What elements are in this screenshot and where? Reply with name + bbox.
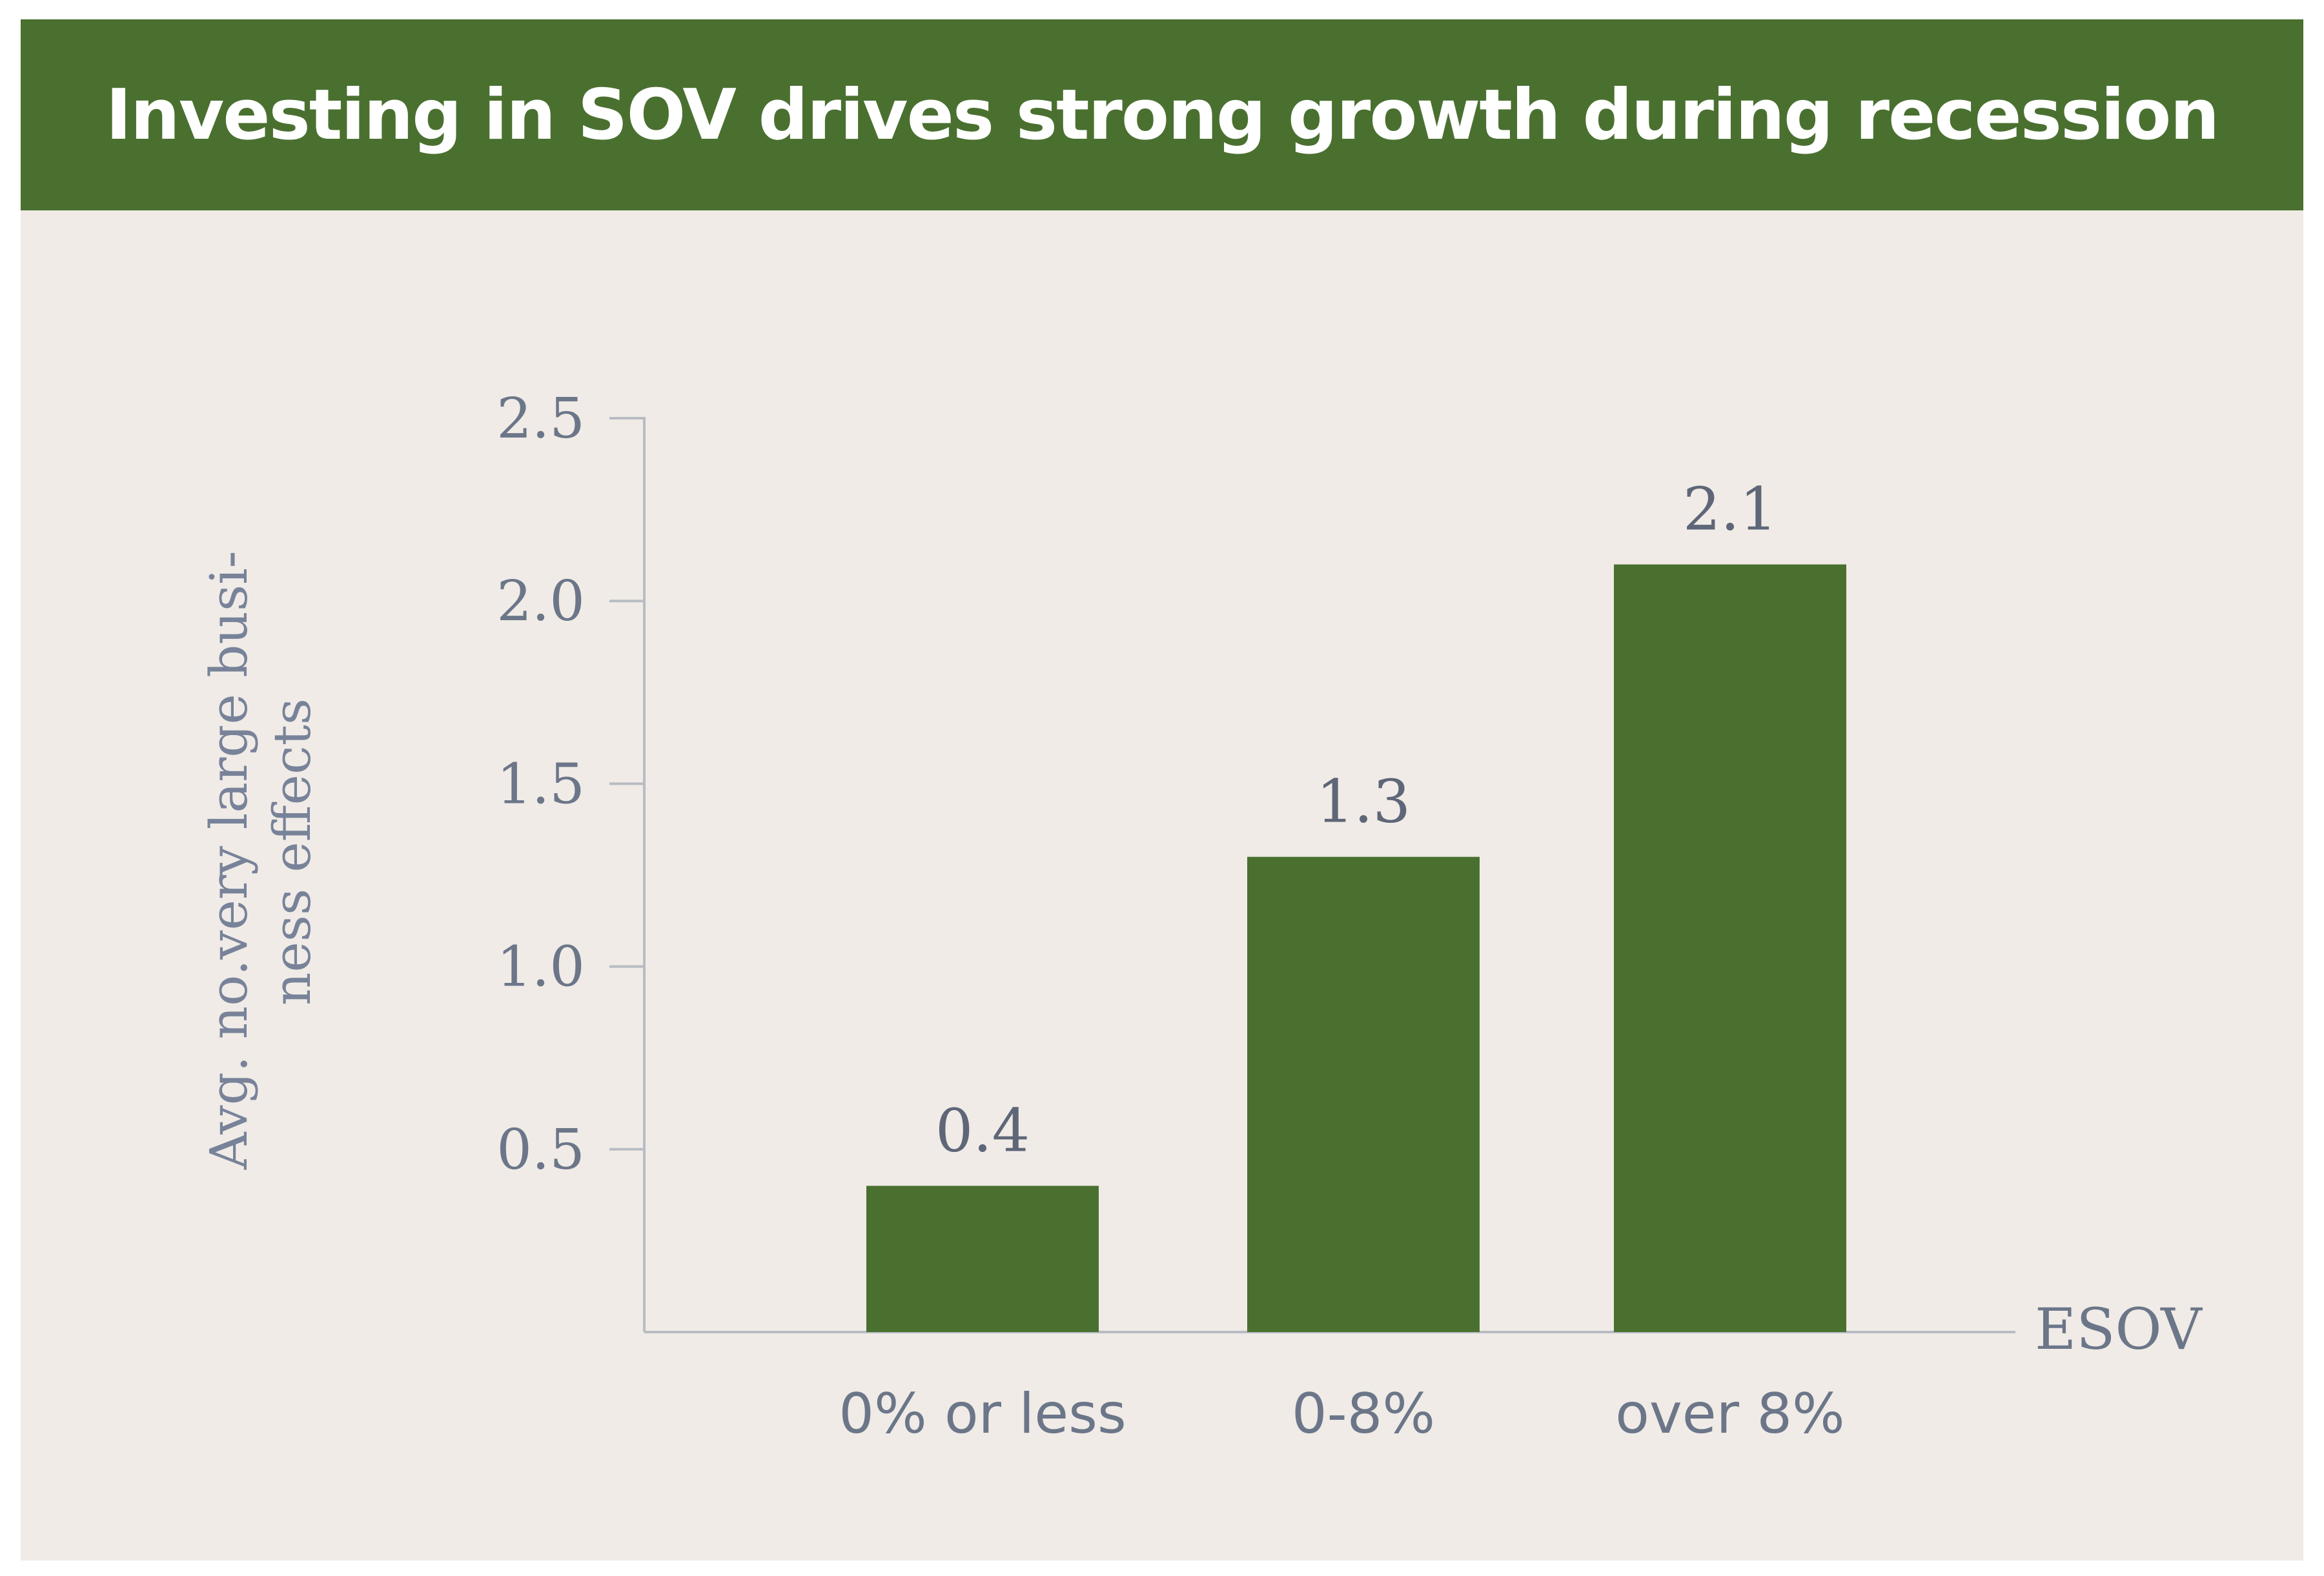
labels: 0.4 0% or less 1.3 0-8% 2.1 over 8%: [839, 475, 1845, 1446]
category-label: 0% or less: [839, 1382, 1126, 1446]
chart-panel: Investing in SOV drives strong growth du…: [21, 19, 2303, 1561]
y-tick-label: 0.5: [496, 1118, 585, 1182]
bar-value-label: 0.4: [935, 1096, 1030, 1165]
category-label: over 8%: [1615, 1382, 1845, 1446]
y-axis-title-line-1: Avg. no.very large busi-: [199, 551, 259, 1170]
y-axis: 0.5 1.0 1.5 2.0 2.5: [496, 387, 646, 1332]
chart-title: Investing in SOV drives strong growth du…: [105, 74, 2219, 156]
y-axis-title-line-2: ness effects: [262, 698, 322, 1005]
y-axis-title: Avg. no.very large busi- ness effects: [199, 534, 322, 1170]
y-tick-label: 2.0: [496, 569, 585, 634]
y-tick-label: 1.5: [496, 752, 585, 816]
bar-value-label: 1.3: [1316, 767, 1411, 836]
x-axis-title: ESOV: [2035, 1296, 2203, 1362]
bar-3: [1614, 564, 1846, 1332]
bar-chart: 0.5 1.0 1.5 2.0 2.5 0.4 0% or less 1.3 0-8% 2.1 o…: [199, 387, 2203, 1446]
y-tick-label: 1.0: [496, 935, 585, 1000]
category-label: 0-8%: [1292, 1382, 1435, 1446]
title-bar: Investing in SOV drives strong growth du…: [21, 19, 2303, 210]
bars: [866, 564, 1846, 1332]
bar-1: [866, 1186, 1099, 1332]
y-tick-label: 2.5: [496, 387, 585, 451]
bar-2: [1247, 856, 1480, 1332]
bar-value-label: 2.1: [1683, 475, 1777, 544]
